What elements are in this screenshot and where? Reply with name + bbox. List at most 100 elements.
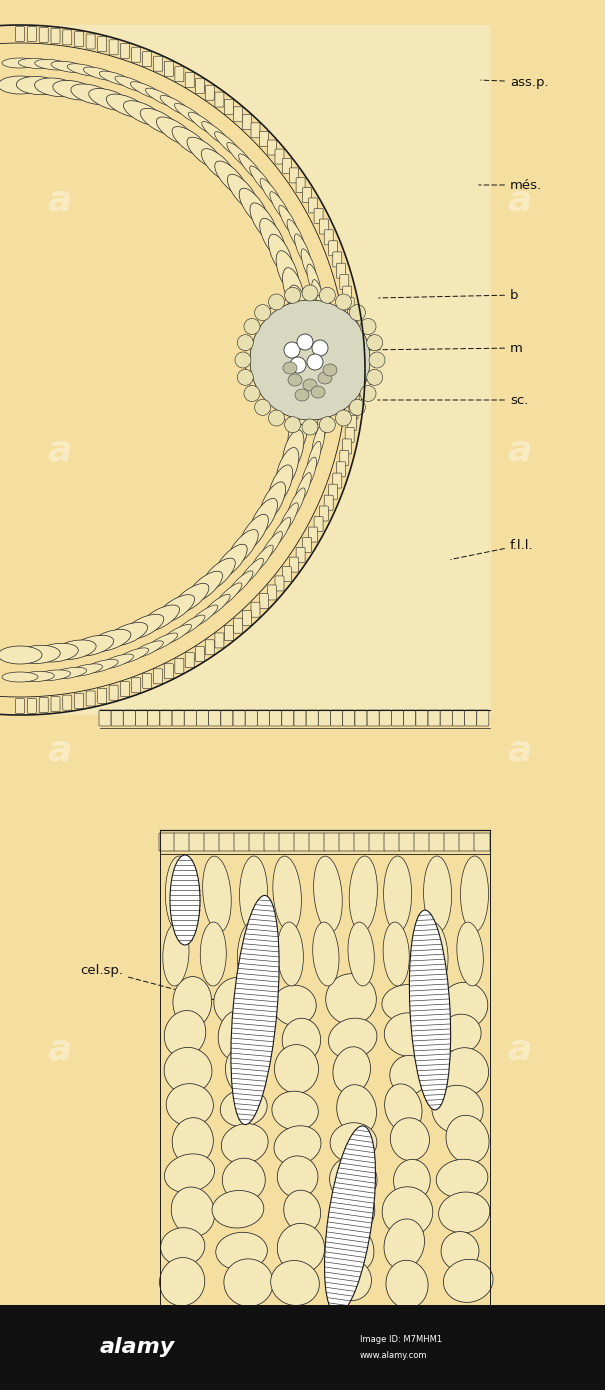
FancyBboxPatch shape <box>197 710 209 726</box>
Bar <box>0 1305 605 1390</box>
Ellipse shape <box>187 571 223 603</box>
Ellipse shape <box>394 1159 430 1201</box>
FancyBboxPatch shape <box>260 131 268 146</box>
FancyBboxPatch shape <box>249 833 265 851</box>
Ellipse shape <box>173 977 212 1027</box>
Ellipse shape <box>34 644 78 662</box>
Text: a: a <box>508 1033 532 1068</box>
FancyBboxPatch shape <box>319 220 329 234</box>
FancyBboxPatch shape <box>215 92 224 107</box>
Ellipse shape <box>71 635 114 656</box>
FancyBboxPatch shape <box>351 381 360 395</box>
Polygon shape <box>0 25 490 714</box>
Ellipse shape <box>250 545 273 574</box>
FancyBboxPatch shape <box>74 694 83 709</box>
Ellipse shape <box>277 922 303 986</box>
Ellipse shape <box>288 374 302 386</box>
FancyBboxPatch shape <box>352 357 361 371</box>
Ellipse shape <box>106 95 148 118</box>
Ellipse shape <box>200 922 226 986</box>
FancyBboxPatch shape <box>234 619 243 634</box>
FancyBboxPatch shape <box>154 56 163 71</box>
Ellipse shape <box>99 71 134 86</box>
Ellipse shape <box>272 1091 318 1130</box>
FancyBboxPatch shape <box>185 652 194 667</box>
Ellipse shape <box>336 410 352 425</box>
Text: a: a <box>48 1033 72 1068</box>
Ellipse shape <box>312 425 325 460</box>
Ellipse shape <box>166 1084 214 1126</box>
Ellipse shape <box>336 293 352 310</box>
FancyBboxPatch shape <box>282 710 294 726</box>
FancyBboxPatch shape <box>159 833 175 851</box>
Ellipse shape <box>369 352 385 368</box>
FancyBboxPatch shape <box>399 833 415 851</box>
FancyBboxPatch shape <box>345 427 354 442</box>
Ellipse shape <box>424 856 451 931</box>
Text: a: a <box>508 434 532 467</box>
Ellipse shape <box>319 311 330 348</box>
FancyBboxPatch shape <box>165 664 173 678</box>
Ellipse shape <box>216 1233 267 1270</box>
FancyBboxPatch shape <box>347 310 356 324</box>
FancyBboxPatch shape <box>345 297 354 313</box>
Ellipse shape <box>215 132 242 157</box>
FancyBboxPatch shape <box>444 833 460 851</box>
FancyBboxPatch shape <box>324 833 340 851</box>
Ellipse shape <box>273 856 301 931</box>
Ellipse shape <box>312 279 325 314</box>
FancyBboxPatch shape <box>16 699 24 713</box>
Circle shape <box>312 341 328 356</box>
Ellipse shape <box>238 154 263 182</box>
Ellipse shape <box>422 922 448 986</box>
Ellipse shape <box>316 296 328 331</box>
Ellipse shape <box>123 614 164 639</box>
Ellipse shape <box>164 1048 212 1094</box>
Ellipse shape <box>163 922 189 986</box>
Ellipse shape <box>160 624 192 645</box>
FancyBboxPatch shape <box>251 602 260 617</box>
Circle shape <box>307 354 323 370</box>
FancyBboxPatch shape <box>209 710 221 726</box>
Ellipse shape <box>215 582 242 609</box>
FancyBboxPatch shape <box>340 450 349 466</box>
FancyBboxPatch shape <box>251 122 260 138</box>
Ellipse shape <box>349 304 365 321</box>
FancyBboxPatch shape <box>63 695 72 710</box>
FancyBboxPatch shape <box>205 85 214 100</box>
FancyBboxPatch shape <box>296 548 305 563</box>
FancyBboxPatch shape <box>143 51 152 67</box>
Ellipse shape <box>319 288 335 303</box>
FancyBboxPatch shape <box>314 208 323 224</box>
FancyBboxPatch shape <box>51 696 60 712</box>
Ellipse shape <box>284 1190 321 1233</box>
FancyBboxPatch shape <box>329 484 338 499</box>
Ellipse shape <box>316 409 328 445</box>
Ellipse shape <box>260 218 286 259</box>
Ellipse shape <box>443 1259 493 1302</box>
Ellipse shape <box>270 517 290 548</box>
FancyBboxPatch shape <box>205 639 214 655</box>
Ellipse shape <box>295 234 311 267</box>
FancyBboxPatch shape <box>172 710 184 726</box>
Ellipse shape <box>283 430 304 473</box>
Ellipse shape <box>235 352 251 368</box>
Ellipse shape <box>275 1044 319 1094</box>
Ellipse shape <box>330 1156 377 1202</box>
FancyBboxPatch shape <box>123 710 136 726</box>
Ellipse shape <box>187 138 223 168</box>
Ellipse shape <box>269 234 293 275</box>
Text: sc.: sc. <box>378 393 528 406</box>
Ellipse shape <box>329 1017 377 1059</box>
Ellipse shape <box>164 1011 206 1058</box>
FancyBboxPatch shape <box>245 710 257 726</box>
FancyBboxPatch shape <box>63 29 72 44</box>
Ellipse shape <box>390 1118 430 1161</box>
Ellipse shape <box>383 922 409 986</box>
FancyBboxPatch shape <box>314 517 323 531</box>
FancyBboxPatch shape <box>474 833 490 851</box>
FancyBboxPatch shape <box>275 149 284 164</box>
Ellipse shape <box>106 623 148 646</box>
Text: més.: més. <box>479 178 542 192</box>
Ellipse shape <box>337 1084 376 1136</box>
